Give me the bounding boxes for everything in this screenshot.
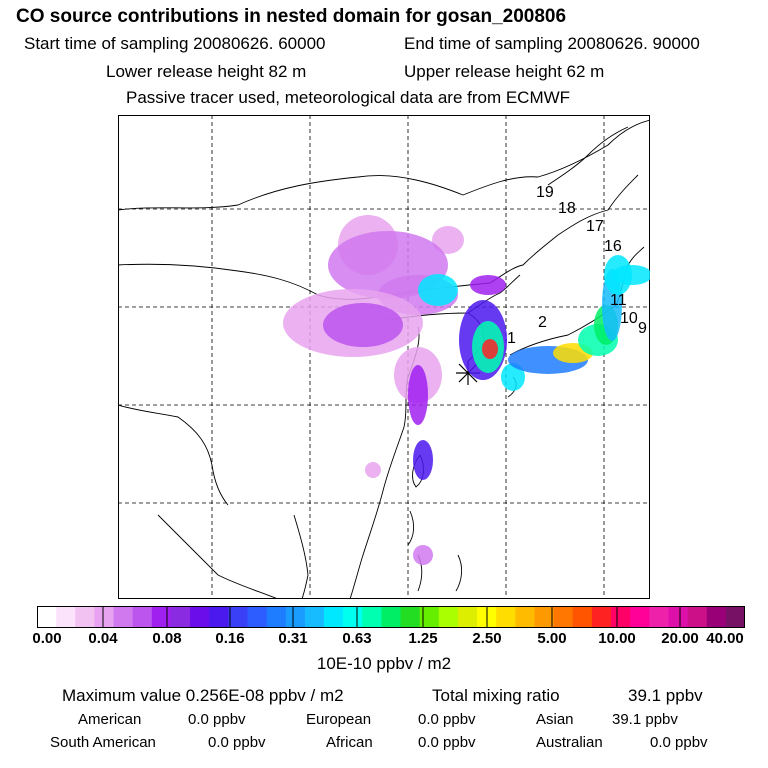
colorbar-cell [151,606,172,628]
region-value-american: 0.0 ppbv [188,711,246,728]
colorbar-tick-label: 5.00 [537,630,567,647]
region-name-american: American [78,711,142,728]
map-plot: 1 2 9 10 11 16 17 18 19 [118,115,650,599]
trajectory-label-17: 17 [586,218,604,235]
colorbar-cell [190,606,210,628]
max-value: Maximum value 0.256E-08 ppbv / m2 [62,686,344,705]
colorbar-cell [113,606,134,628]
trajectory-label-16: 16 [604,238,622,255]
region-name-asian: Asian [536,711,574,728]
region-name-australian: Australian [536,734,603,751]
region-value-south-american: 0.0 ppbv [208,734,266,751]
concentration-cell [413,440,433,480]
map-gridlines [118,115,650,599]
concentration-field [283,215,650,565]
total-label: Total mixing ratio [432,686,560,705]
colorbar-tick-label: 0.00 [32,630,62,647]
concentration-cell [482,339,498,359]
colorbar-cell [362,606,382,628]
end-time: End time of sampling 20080626. 90000 [404,34,700,53]
concentration-cell [408,365,428,425]
trajectory-label-9: 9 [638,320,647,337]
colorbar-tick-label: 20.00 [661,630,699,647]
colorbar-tick-label: 0.63 [342,630,372,647]
colorbar-cell [228,606,248,628]
colorbar-cell [611,606,631,628]
region-value-asian: 39.1 ppbv [612,711,678,728]
chart-title: CO source contributions in nested domain… [16,6,567,27]
colorbar [37,606,745,628]
region-name-african: African [326,734,373,751]
colorbar-tick-label: 1.25 [408,630,438,647]
colorbar-cell [630,606,650,628]
colorbar-cell [534,606,555,628]
colorbar-cell [400,606,421,628]
colorbar-cell [419,606,440,628]
region-value-european: 0.0 ppbv [418,711,476,728]
colorbar-cell [343,606,363,628]
colorbar-cell [706,606,727,628]
colorbar-cell [457,606,478,628]
colorbar-tick-label: 2.50 [472,630,502,647]
colorbar-cell [285,606,306,628]
colorbar-cell [266,606,287,628]
colorbar-cell [553,606,574,628]
region-value-australian: 0.0 ppbv [650,734,708,751]
colorbar-cell [247,606,268,628]
colorbar-frame [37,606,745,628]
upper-release-height: Upper release height 62 m [404,62,605,81]
trajectory-label-19: 19 [536,184,554,201]
colorbar-cell [572,606,593,628]
colorbar-tick-label: 0.16 [215,630,245,647]
colorbar-tick-label: 10.00 [598,630,636,647]
colorbar-cell [515,606,536,628]
region-value-african: 0.0 ppbv [418,734,476,751]
colorbar-cell [725,606,745,628]
trajectory-label-11: 11 [610,292,627,309]
colorbar-cell [591,606,612,628]
concentration-cell [323,303,403,347]
region-name-south-american: South American [50,734,156,751]
trajectory-label-10: 10 [620,310,638,327]
concentration-cell [612,265,650,285]
region-name-european: European [306,711,372,728]
colorbar-tick-label: 0.08 [152,630,182,647]
concentration-cell [432,226,464,254]
colorbar-cell [438,606,459,628]
concentration-cell [418,274,458,306]
colorbar-cell [496,606,516,628]
tracer-info: Passive tracer used, meteorological data… [126,88,571,107]
trajectory-label-2: 2 [538,314,547,331]
colorbar-cell [75,606,95,628]
colorbar-unit: 10E-10 ppbv / m2 [316,654,452,673]
colorbar-tick-label: 0.31 [278,630,308,647]
colorbar-cell [209,606,229,628]
colorbar-cell [668,606,689,628]
concentration-cell [470,275,506,295]
total-value: 39.1 ppbv [628,686,703,705]
colorbar-tick-label: 0.04 [88,630,118,647]
colorbar-cell [132,606,153,628]
concentration-cell [365,462,381,478]
colorbar-cell [56,606,76,628]
concentration-cell [413,545,433,565]
trajectory-label-18: 18 [558,200,576,217]
colorbar-cell [37,606,57,628]
trajectory-label-1: 1 [507,330,516,347]
colorbar-cell [324,606,344,628]
colorbar-cell [381,606,402,628]
colorbar-tick-label: 40.00 [706,630,744,647]
colorbar-cell [649,606,669,628]
colorbar-cell [304,606,325,628]
lower-release-height: Lower release height 82 m [106,62,307,81]
colorbar-cell [170,606,191,628]
start-time: Start time of sampling 20080626. 60000 [24,34,326,53]
concentration-cell [501,363,525,391]
colorbar-cell [94,606,115,628]
colorbar-cell [687,606,708,628]
